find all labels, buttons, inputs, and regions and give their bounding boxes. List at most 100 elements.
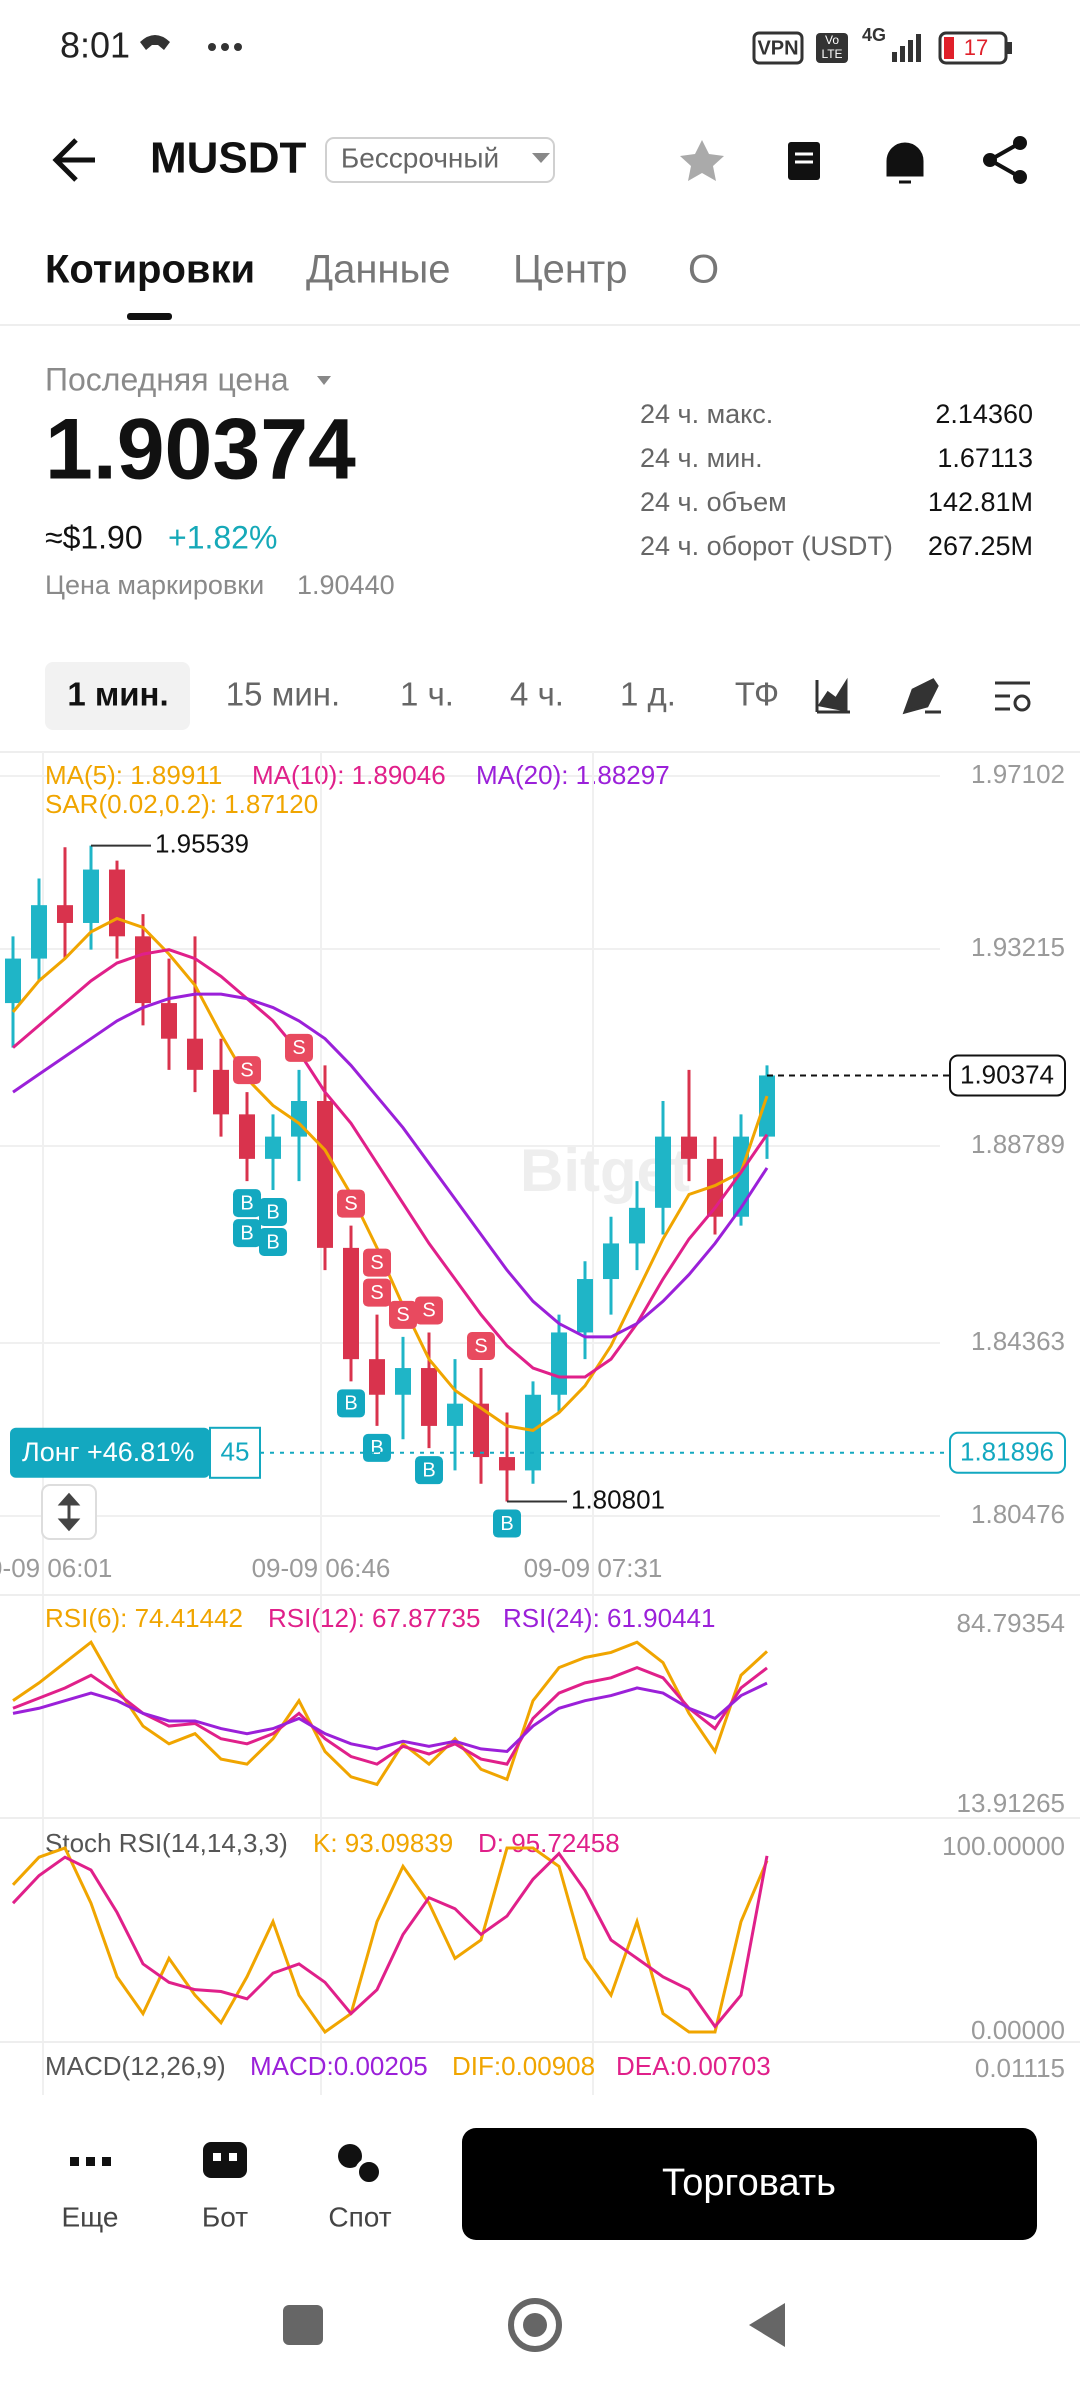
stat-value: 267.25M xyxy=(928,531,1033,561)
settings-icon[interactable] xyxy=(995,681,1031,712)
legend-entry: D: 95.72458 xyxy=(478,1828,620,1858)
bot-icon[interactable] xyxy=(203,2142,247,2178)
nav-item[interactable]: Еще xyxy=(62,2201,119,2232)
last-price-label: 1.90374 xyxy=(960,1059,1054,1089)
trade-marker-label: S xyxy=(422,1300,435,1322)
indicator-title: Stoch RSI(14,14,3,3) xyxy=(45,1828,288,1858)
contract-badge[interactable] xyxy=(325,137,555,183)
interval-selected xyxy=(45,662,190,730)
y-tick-label: 0.00000 xyxy=(971,2015,1065,2045)
legend-entry: K: 93.09839 xyxy=(313,1828,453,1858)
candle-body xyxy=(161,1003,177,1039)
intervals: 1 мин. 15 мин. 1 ч. 4 ч. 1 д. ТФ xyxy=(67,676,779,713)
volte-box xyxy=(816,33,848,63)
badge-caret[interactable] xyxy=(532,153,550,163)
trade-marker xyxy=(337,1389,365,1418)
favorite-icon[interactable] xyxy=(680,140,724,181)
trade-marker xyxy=(233,1189,261,1218)
trade-marker-label: B xyxy=(422,1459,435,1481)
mark-price: 1.90440 xyxy=(297,570,395,600)
tab[interactable]: Котировки xyxy=(45,248,255,292)
trade-marker-label: S xyxy=(292,1037,305,1059)
last-price-box xyxy=(949,1054,1066,1097)
alert-icon[interactable] xyxy=(886,142,924,184)
interval[interactable]: ТФ xyxy=(735,676,779,713)
nav-item[interactable]: Бот xyxy=(202,2201,248,2232)
battery-tip xyxy=(1007,42,1012,54)
stat-label: 24 ч. объем xyxy=(640,487,787,517)
trade-marker-label: B xyxy=(266,1231,279,1253)
interval[interactable]: 15 мин. xyxy=(226,676,340,713)
trade-marker xyxy=(259,1228,287,1257)
nav-recents[interactable] xyxy=(283,2305,323,2345)
candle-body xyxy=(629,1207,645,1244)
legend-entry: DEA:0.00703 xyxy=(616,2051,771,2081)
battery-level xyxy=(944,37,954,59)
candle-body xyxy=(135,936,151,1004)
legend-entry: MA(5): 1.89911 xyxy=(45,760,222,790)
status-dots xyxy=(208,43,242,51)
share-lines xyxy=(989,141,1021,179)
caret[interactable] xyxy=(317,376,331,385)
mark-price-label: Цена маркировки xyxy=(45,570,264,600)
candle-body xyxy=(655,1136,671,1208)
stats: 24 ч. макс. 2.14360 24 ч. мин. 1.67113 24 ч.… xyxy=(640,399,1033,561)
scale-icon xyxy=(57,1492,81,1532)
candle-body xyxy=(369,1359,385,1395)
symbol-title: MUSDT xyxy=(150,134,307,183)
charts: 1.97102 1.93215 1.88789 1.84363 1.80476 MA(5)… xyxy=(0,752,1066,2095)
trade-button[interactable] xyxy=(462,2128,1037,2240)
tab[interactable]: О xyxy=(688,248,719,292)
trade-button-label: Торговать xyxy=(662,2162,836,2204)
interval[interactable]: 1 д. xyxy=(620,676,676,713)
legend-entry: DIF:0.00908 xyxy=(452,2051,595,2081)
stat-value: 1.67113 xyxy=(937,443,1033,473)
candle-body xyxy=(759,1075,775,1137)
trade-marker xyxy=(415,1296,443,1325)
trade-marker xyxy=(363,1433,391,1462)
interval[interactable]: 1 ч. xyxy=(400,676,454,713)
legend-entry: RSI(24): 61.90441 xyxy=(503,1603,715,1633)
indicator-line xyxy=(12,992,769,1339)
trade-marker-label: S xyxy=(344,1193,357,1215)
spot-icon[interactable] xyxy=(338,2144,362,2168)
stat-label: 24 ч. мин. xyxy=(640,443,763,473)
candle-body xyxy=(603,1243,619,1280)
position-price: 1.81896 xyxy=(960,1437,1054,1467)
trade-marker xyxy=(233,1219,261,1248)
y-tick-label: 0.01115 xyxy=(975,2053,1065,2083)
interval[interactable]: 1 мин. xyxy=(67,676,168,713)
interval[interactable]: 4 ч. xyxy=(510,676,564,713)
indicator-title: MACD(12,26,9) xyxy=(45,2051,226,2081)
status-battery: 17 xyxy=(964,35,988,60)
trade-marker xyxy=(363,1278,391,1307)
nav-item[interactable]: Спот xyxy=(328,2201,391,2232)
indicator-line xyxy=(11,1851,769,2029)
time-label: 09-09 07:31 xyxy=(524,1553,663,1583)
back-button[interactable] xyxy=(52,138,95,182)
trade-marker xyxy=(285,1033,313,1062)
more-icon[interactable] xyxy=(70,2157,111,2166)
last-price-label: Последняя цена xyxy=(45,361,289,397)
trade-marker-label: B xyxy=(266,1201,279,1223)
status-icon xyxy=(140,35,170,50)
nav-back[interactable] xyxy=(749,2303,785,2347)
tab[interactable]: Центр xyxy=(513,248,628,292)
trade-marker-label: B xyxy=(240,1192,253,1214)
candle-body xyxy=(109,869,125,937)
position-tag xyxy=(10,1427,210,1478)
status-volte: Vo xyxy=(825,33,839,47)
draw-icon[interactable] xyxy=(902,678,941,715)
legend-entry: MACD:0.00205 xyxy=(250,2051,428,2081)
trade-marker-label: S xyxy=(370,1252,383,1274)
legend-entry: MA(10): 1.89046 xyxy=(252,760,446,790)
trade-marker xyxy=(467,1332,495,1361)
stat-value: 142.81M xyxy=(928,487,1033,517)
candle-body xyxy=(57,905,73,923)
indicator-line xyxy=(11,916,769,1432)
chart-type-icon[interactable] xyxy=(815,677,850,714)
nav-home[interactable] xyxy=(508,2298,562,2352)
bot-eyes xyxy=(213,2153,237,2161)
tab[interactable]: Данные xyxy=(306,248,451,292)
